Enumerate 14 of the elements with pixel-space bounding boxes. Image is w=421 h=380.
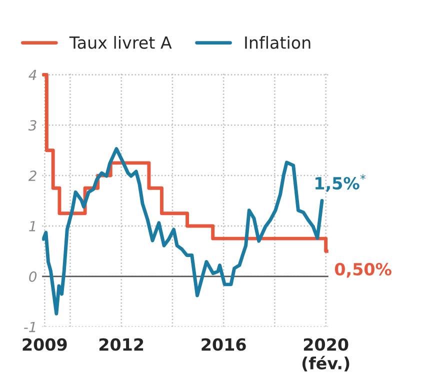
- x-tick-label: 2016: [202, 338, 246, 351]
- legend-label: Taux livret A: [69, 36, 172, 49]
- x-tick-label: 2020 (fév.): [302, 338, 350, 372]
- y-tick-label: 1: [29, 221, 36, 232]
- y-tick-label: 2: [28, 170, 36, 181]
- legend-label: Inflation: [245, 36, 310, 49]
- x-tick-label: 2012: [99, 338, 144, 351]
- y-tick-label: -1: [24, 322, 36, 332]
- y-tick-label: 3: [28, 120, 36, 131]
- annotation: 1,5%$^{*}$: [316, 174, 366, 192]
- x-tick-label: 2009: [22, 338, 67, 351]
- y-tick-label: 0: [29, 271, 37, 282]
- y-tick-label: 4: [28, 70, 36, 80]
- annotation: 0,50%: [334, 262, 392, 278]
